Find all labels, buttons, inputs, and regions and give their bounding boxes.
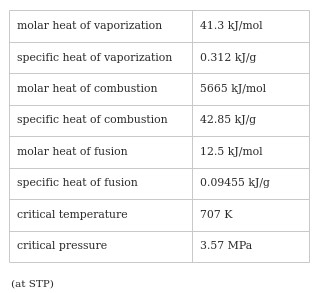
Text: critical temperature: critical temperature — [17, 210, 128, 220]
Text: (at STP): (at STP) — [11, 280, 54, 289]
Text: 0.09455 kJ/g: 0.09455 kJ/g — [200, 178, 270, 188]
Text: molar heat of combustion: molar heat of combustion — [17, 84, 158, 94]
Text: 0.312 kJ/g: 0.312 kJ/g — [200, 52, 256, 62]
Text: 41.3 kJ/mol: 41.3 kJ/mol — [200, 21, 262, 31]
Text: 707 K: 707 K — [200, 210, 232, 220]
Text: 42.85 kJ/g: 42.85 kJ/g — [200, 115, 256, 125]
Text: molar heat of vaporization: molar heat of vaporization — [17, 21, 162, 31]
Text: specific heat of vaporization: specific heat of vaporization — [17, 52, 173, 62]
Text: specific heat of combustion: specific heat of combustion — [17, 115, 168, 125]
Text: specific heat of fusion: specific heat of fusion — [17, 178, 138, 188]
Text: 12.5 kJ/mol: 12.5 kJ/mol — [200, 147, 262, 157]
Text: molar heat of fusion: molar heat of fusion — [17, 147, 128, 157]
Text: 3.57 MPa: 3.57 MPa — [200, 241, 252, 251]
Text: critical pressure: critical pressure — [17, 241, 107, 251]
Text: 5665 kJ/mol: 5665 kJ/mol — [200, 84, 266, 94]
